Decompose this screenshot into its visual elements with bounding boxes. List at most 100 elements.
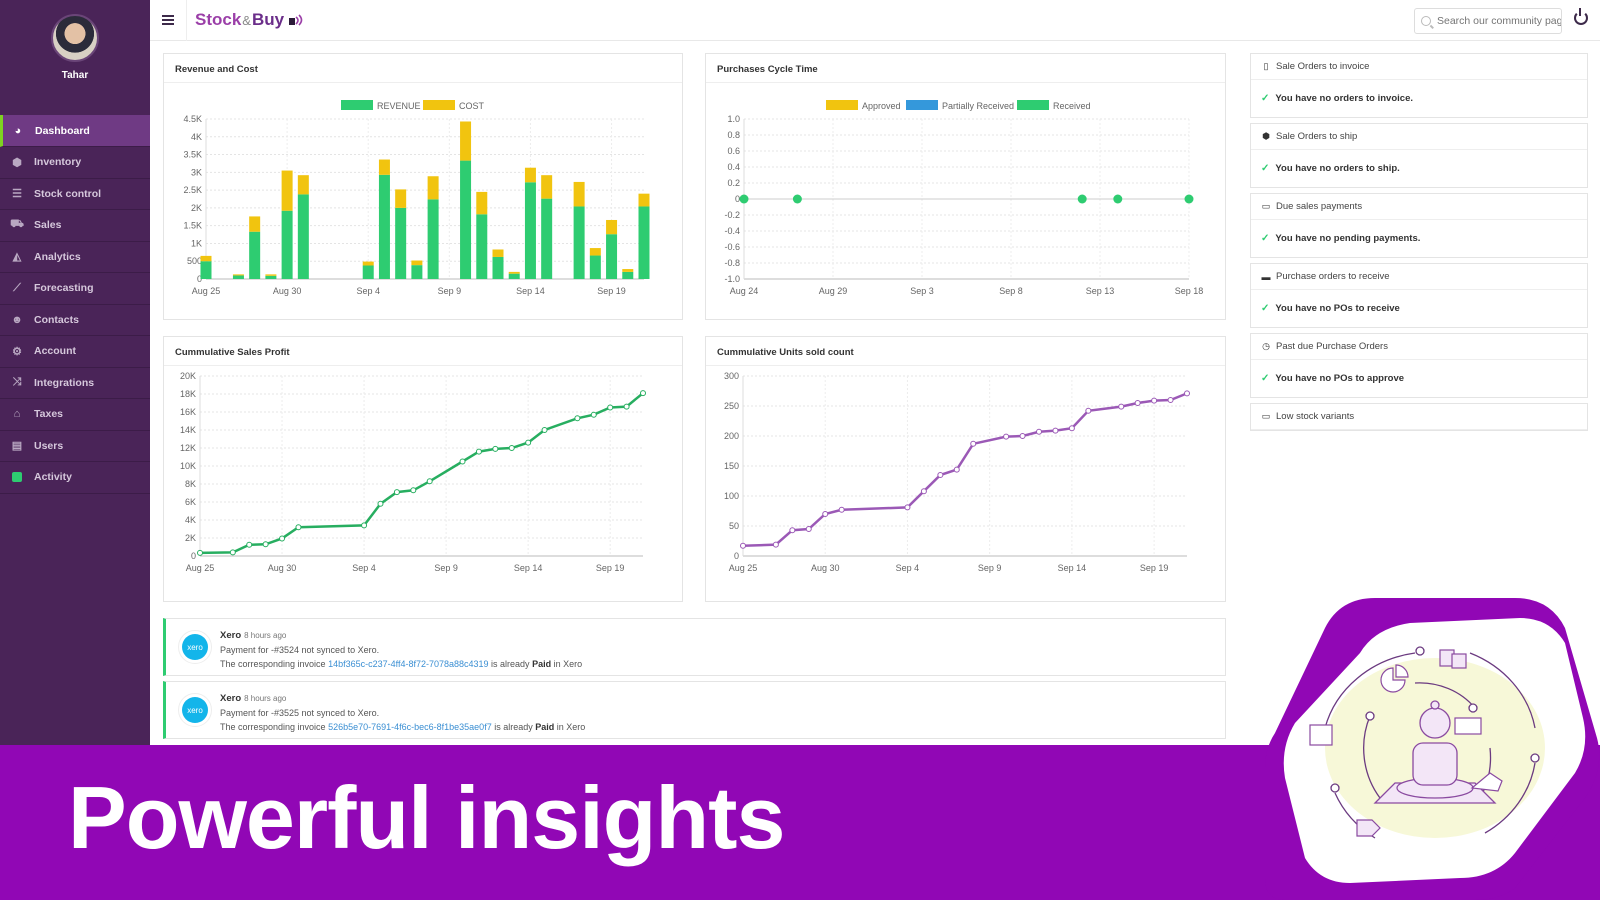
x-tick-label: Aug 25 — [729, 563, 758, 573]
legend-label-partially-received: Partially Received — [942, 101, 1014, 111]
y-tick-label: 50 — [729, 521, 739, 531]
data-point — [426, 478, 433, 485]
top-bar: Stock & Buy — [150, 0, 1600, 41]
sidebar-item-analytics[interactable]: ◭ Analytics — [0, 242, 150, 273]
revenue-cost-chart: 0 500 1K 1.5K 2K 2.5K 3K 3.5K 4K 4.5K Aug 25 Aug 30… — [183, 100, 650, 296]
y-tick-label: 2.5K — [183, 185, 202, 195]
y-tick-label: 500 — [187, 256, 202, 266]
invoice-link[interactable]: 526b5e70-7691-4f6c-bec6-8f1be35ae0f7 — [328, 722, 492, 732]
sidebar-item-activity[interactable]: Activity — [0, 462, 150, 494]
bar-cost — [476, 191, 488, 215]
data-point — [541, 427, 548, 433]
bar-cost — [622, 269, 634, 272]
bar-revenue — [541, 198, 553, 279]
bar-cost — [460, 121, 472, 161]
x-tick-label: Aug 30 — [811, 563, 840, 573]
data-point — [1003, 433, 1010, 440]
widget-message: You have no POs to approve — [1275, 373, 1405, 384]
series-line — [199, 392, 644, 555]
x-tick-label: Aug 25 — [186, 563, 215, 573]
sidebar-item-users[interactable]: ▤ Users — [0, 431, 150, 462]
community-search[interactable] — [1414, 8, 1562, 34]
sidebar-item-inventory[interactable]: ⬢ Inventory — [0, 147, 150, 179]
y-tick-label: 4.5K — [183, 114, 202, 124]
data-point — [393, 489, 400, 496]
widget-sale-orders-to-ship[interactable]: ⬢ Sale Orders to ship ✓ You have no orders … — [1250, 123, 1588, 188]
logo[interactable]: Stock & Buy — [195, 10, 304, 30]
x-tick-label: Sep 4 — [896, 563, 920, 573]
widget-header[interactable]: ▭ Due sales payments — [1251, 194, 1587, 220]
widget-due-sales-payments[interactable]: ▭ Due sales payments ✓ You have no pending … — [1250, 193, 1588, 258]
widget-sale-orders-to-invoice[interactable]: ▯ Sale Orders to invoice ✓ You have no orde… — [1250, 53, 1588, 118]
widget-header[interactable]: ⬢ Sale Orders to ship — [1251, 124, 1587, 150]
y-tick-label: 0 — [191, 551, 196, 561]
y-tick-label: 1K — [191, 238, 202, 248]
sidebar-item-sales[interactable]: ⛟ Sales — [0, 210, 150, 242]
sidebar-item-taxes[interactable]: ⌂ Taxes — [0, 399, 150, 431]
widget-header[interactable]: ▭ Low stock variants — [1251, 404, 1587, 430]
bar-cost — [411, 260, 423, 266]
widget-title: Purchase orders to receive — [1276, 271, 1390, 282]
bar-revenue — [297, 194, 309, 279]
widget-header[interactable]: ▬ Purchase orders to receive — [1251, 264, 1587, 290]
y-tick-label: 3K — [191, 167, 202, 177]
sidebar-item-account[interactable]: ⚙ Account — [0, 336, 150, 368]
bar-cost — [541, 175, 553, 199]
sidebar-item-label: Taxes — [34, 408, 63, 421]
x-tick-label: Sep 19 — [1140, 563, 1169, 573]
cart-icon: ⛟ — [10, 218, 24, 231]
sidebar-item-integrations[interactable]: ⤨ Integrations — [0, 368, 150, 399]
x-tick-label: Aug 29 — [819, 286, 848, 296]
legend-swatch-revenue — [341, 100, 373, 110]
sidebar-item-dashboard[interactable]: ◕ Dashboard — [0, 115, 150, 147]
data-point — [361, 522, 368, 529]
menu-toggle-button[interactable] — [150, 0, 187, 41]
y-tick-label: 2K — [191, 203, 202, 213]
y-tick-label: 0.4 — [727, 162, 740, 172]
bar-cost — [232, 274, 244, 276]
point-received — [792, 194, 802, 204]
cube-icon: ⬢ — [12, 156, 22, 169]
bar-revenue — [200, 261, 212, 279]
widget-header[interactable]: ◷ Past due Purchase Orders — [1251, 334, 1587, 360]
search-input[interactable] — [1437, 15, 1561, 27]
y-tick-label: 14K — [180, 425, 196, 435]
line2-mid: is already — [491, 722, 536, 732]
x-tick-label: Sep 14 — [516, 286, 545, 296]
purchases-cycle-chart: 1.0 0.8 0.6 0.4 0.2 0 -0.2 -0.4 -0.6 -0.8 -1.0 Aug … — [724, 100, 1203, 296]
bar-revenue — [524, 182, 536, 279]
widget-purchase-orders-to-receive[interactable]: ▬ Purchase orders to receive ✓ You have no … — [1250, 263, 1588, 328]
widget-header[interactable]: ▯ Sale Orders to invoice — [1251, 54, 1587, 80]
sidebar-item-stock-control[interactable]: ☰ Stock control — [0, 179, 150, 210]
data-point — [246, 541, 253, 548]
y-tick-label: 0 — [735, 194, 740, 204]
bank-icon: ⌂ — [13, 408, 21, 421]
data-point — [1118, 403, 1125, 410]
invoice-link[interactable]: 14bf365c-c237-4ff4-8f72-7078a88c4319 — [328, 659, 489, 669]
widget-low-stock-variants[interactable]: ▭ Low stock variants — [1250, 403, 1588, 431]
power-icon[interactable] — [1574, 8, 1588, 25]
widget-past-due-purchase-orders[interactable]: ◷ Past due Purchase Orders ✓ You have no PO… — [1250, 333, 1588, 398]
point-received — [1113, 194, 1123, 204]
notification-text: Xero 8 hours ago Payment for -#3525 not sy… — [220, 691, 585, 734]
x-tick-label: Aug 30 — [273, 286, 302, 296]
data-point — [740, 542, 746, 549]
bar-revenue — [281, 210, 293, 279]
bar-revenue — [411, 265, 423, 279]
bar-revenue — [265, 275, 277, 279]
avatar[interactable] — [51, 14, 99, 62]
series-line — [742, 392, 1188, 548]
bar-cost — [362, 261, 374, 266]
x-tick-label: Sep 9 — [434, 563, 458, 573]
user-profile[interactable]: Tahar — [0, 0, 150, 115]
x-tick-label: Sep 4 — [352, 563, 376, 573]
sidebar-item-contacts[interactable]: ☻ Contacts — [0, 305, 150, 336]
data-point — [1134, 400, 1141, 406]
logo-text-buy: Buy — [251, 10, 285, 29]
units-sold-chart: 0 50 100 150 200 250 300 Aug 25 Aug 30 Sep 4 Sep 9… — [724, 371, 1190, 573]
data-point — [1085, 407, 1092, 414]
thumbs-up-icon: ✓ — [1261, 233, 1270, 244]
y-tick-label: 10K — [180, 461, 196, 471]
y-tick-label: 0.8 — [727, 130, 740, 140]
sidebar-item-forecasting[interactable]: ⟋ Forecasting — [0, 273, 150, 305]
